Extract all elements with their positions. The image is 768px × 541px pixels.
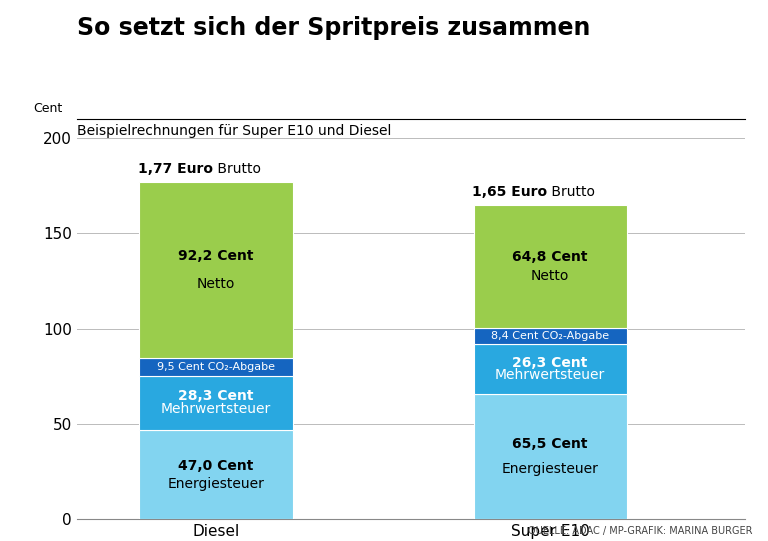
Bar [474,328,627,345]
Bar [140,358,293,376]
Bar [474,205,627,328]
Bar [140,376,293,430]
Text: 9,5 Cent CO₂-Abgabe: 9,5 Cent CO₂-Abgabe [157,362,275,372]
Text: 47,0 Cent: 47,0 Cent [178,459,253,473]
Text: 1,77 Euro: 1,77 Euro [138,162,214,176]
Bar [474,345,627,394]
Text: Brutto: Brutto [214,162,261,176]
Text: Mehrwertsteuer: Mehrwertsteuer [495,368,605,382]
Text: Energiesteuer: Energiesteuer [167,477,264,491]
Text: So setzt sich der Spritpreis zusammen: So setzt sich der Spritpreis zusammen [77,16,590,40]
Text: Netto: Netto [197,277,235,291]
Bar [474,394,627,519]
Text: Netto: Netto [531,269,569,283]
Text: 64,8 Cent: 64,8 Cent [512,250,588,263]
Text: Energiesteuer: Energiesteuer [502,463,598,477]
Text: Cent: Cent [33,102,63,115]
Text: Brutto: Brutto [548,185,595,199]
Text: 65,5 Cent: 65,5 Cent [512,438,588,451]
Bar [140,182,293,358]
Text: 1,65 Euro: 1,65 Euro [472,185,548,199]
Text: Mehrwertsteuer: Mehrwertsteuer [161,403,271,416]
Text: 8,4 Cent CO₂-Abgabe: 8,4 Cent CO₂-Abgabe [491,331,609,341]
Bar [140,430,293,519]
Text: 92,2 Cent: 92,2 Cent [178,249,253,263]
Text: 26,3 Cent: 26,3 Cent [512,357,588,371]
Text: QUELLE: ADAC / MP-GRAFIK: MARINA BURGER: QUELLE: ADAC / MP-GRAFIK: MARINA BURGER [528,526,753,536]
Text: Beispielrechnungen für Super E10 und Diesel: Beispielrechnungen für Super E10 und Die… [77,124,391,138]
Text: 28,3 Cent: 28,3 Cent [178,390,253,403]
